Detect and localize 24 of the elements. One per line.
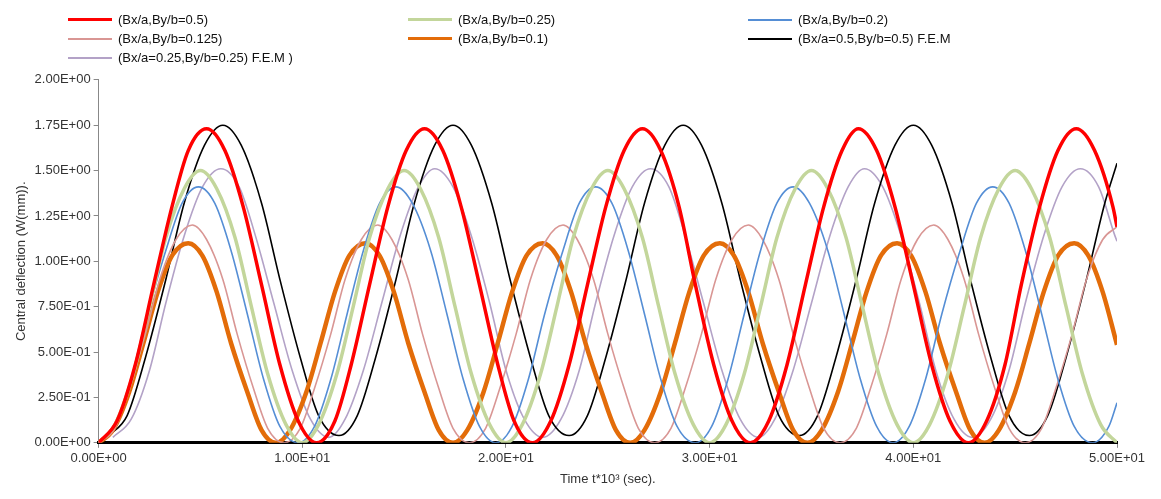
legend-label: (Bx/a=0.5,By/b=0.5) F.E.M — [798, 31, 951, 46]
x-tick-label: 3.00E+01 — [681, 450, 738, 466]
x-tick-label: 2.00E+01 — [477, 450, 534, 466]
y-tick-label: 1.75E+00 — [34, 116, 91, 132]
legend-label: (Bx/a,By/b=0.1) — [458, 31, 548, 46]
y-tick-label: 5.00E-01 — [37, 343, 91, 359]
legend-label: (Bx/a,By/b=0.5) — [118, 12, 208, 27]
x-axis-title: Time t*10³ (sec). — [560, 470, 656, 486]
x-tick-label: 5.00E+01 — [1088, 450, 1146, 466]
legend-label: (Bx/a=0.25,By/b=0.25) F.E.M ) — [118, 50, 293, 65]
y-tick-label: 2.50E-01 — [37, 389, 91, 404]
legend-label: (Bx/a,By/b=0.2) — [798, 12, 888, 27]
y-tick-label: 7.50E-01 — [37, 298, 91, 314]
x-tick-label: 1.00E+01 — [274, 450, 331, 466]
x-tick-label: 4.00E+01 — [885, 450, 942, 466]
y-tick-label: 1.00E+00 — [34, 252, 91, 268]
x-tick-label: 0.00E+00 — [70, 450, 127, 466]
legend-label: (Bx/a,By/b=0.25) — [458, 12, 556, 27]
y-tick-label: 2.00E+00 — [34, 71, 91, 87]
y-tick-label: 1.25E+00 — [34, 207, 91, 223]
legend-label: (Bx/a,By/b=0.125) — [118, 31, 223, 46]
y-axis-title: Central deflection (W(mm)). — [13, 181, 29, 342]
y-tick-label: 0.00E+00 — [34, 434, 91, 450]
y-tick-label: 1.50E+00 — [34, 162, 91, 178]
